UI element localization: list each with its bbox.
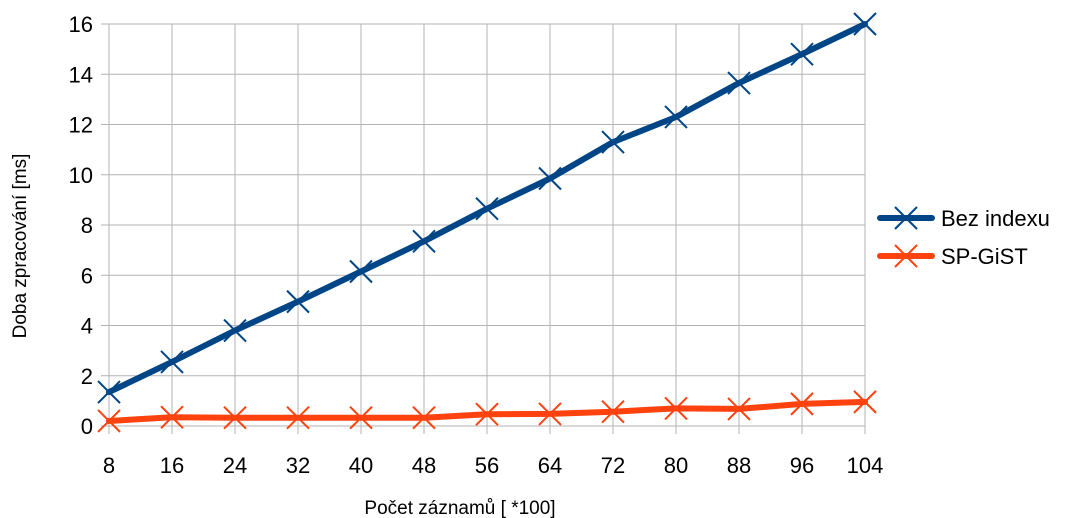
x-axis-tick-labels: 8 16 24 32 40 48 56 64 72 80 88 96 104 xyxy=(103,453,883,478)
x-tick-label: 72 xyxy=(601,453,625,478)
data-point-marker xyxy=(286,406,310,430)
y-tick-label: 14 xyxy=(69,62,93,87)
x-tick-label: 16 xyxy=(160,453,184,478)
legend-marker xyxy=(894,244,918,268)
series-0 xyxy=(97,12,877,404)
data-point-marker xyxy=(223,318,247,343)
data-point-marker xyxy=(538,402,562,426)
data-point-marker xyxy=(727,71,751,95)
data-point-marker xyxy=(853,390,877,414)
y-tick-label: 8 xyxy=(81,213,93,238)
data-point-marker xyxy=(664,396,688,421)
data-point-marker xyxy=(412,229,436,254)
data-point-marker xyxy=(160,405,184,429)
gridlines xyxy=(108,23,866,426)
y-tick-label: 10 xyxy=(69,163,93,188)
data-point-marker xyxy=(97,409,121,433)
data-point-marker xyxy=(286,289,310,314)
data-point-marker xyxy=(412,406,436,430)
y-tick-label: 12 xyxy=(69,113,93,138)
data-point-marker xyxy=(790,392,814,416)
x-tick-label: 24 xyxy=(223,453,247,478)
data-point-marker xyxy=(349,259,373,284)
y-axis-title: Doba zpracování [ms] xyxy=(10,154,31,339)
legend-entry: SP-GiST xyxy=(877,244,1028,269)
x-tick-label: 88 xyxy=(727,453,751,478)
x-tick-label: 32 xyxy=(286,453,310,478)
x-tick-label: 96 xyxy=(790,453,814,478)
legend-label: Bez indexu xyxy=(941,206,1050,231)
y-tick-label: 16 xyxy=(69,12,93,37)
data-point-marker xyxy=(601,130,625,154)
data-point-marker xyxy=(475,196,499,221)
x-tick-label: 64 xyxy=(538,453,562,478)
y-tick-label: 6 xyxy=(81,263,93,288)
data-point-marker xyxy=(349,406,373,430)
x-tick-label: 56 xyxy=(475,453,499,478)
legend-marker xyxy=(894,206,918,230)
data-point-marker xyxy=(853,12,877,36)
x-tick-label: 48 xyxy=(412,453,436,478)
x-tick-label: 104 xyxy=(847,453,884,478)
data-point-marker xyxy=(601,399,625,424)
data-point-marker xyxy=(475,402,499,426)
data-point-marker xyxy=(160,350,184,374)
x-tick-label: 80 xyxy=(664,453,688,478)
data-point-marker xyxy=(97,380,121,404)
data-point-marker xyxy=(538,166,562,191)
plot-series xyxy=(97,12,877,433)
axes xyxy=(101,23,866,434)
x-tick-label: 40 xyxy=(349,453,373,478)
y-tick-label: 2 xyxy=(81,364,93,389)
legend-entry: Bez indexu xyxy=(877,206,1050,231)
data-point-marker xyxy=(727,397,751,421)
x-tick-label: 8 xyxy=(103,453,115,478)
legend-label: SP-GiST xyxy=(941,244,1028,269)
y-tick-label: 0 xyxy=(81,414,93,439)
y-axis-tick-labels: 0 2 4 6 8 10 12 14 16 xyxy=(69,12,93,439)
legend: Bez indexu SP-GiST xyxy=(877,206,1050,269)
data-point-marker xyxy=(664,105,688,129)
y-tick-label: 4 xyxy=(81,314,93,339)
data-point-marker xyxy=(223,406,247,430)
x-axis-title: Počet záznamů [ *100] xyxy=(364,498,555,518)
series-1 xyxy=(97,390,877,433)
data-point-marker xyxy=(790,42,814,66)
